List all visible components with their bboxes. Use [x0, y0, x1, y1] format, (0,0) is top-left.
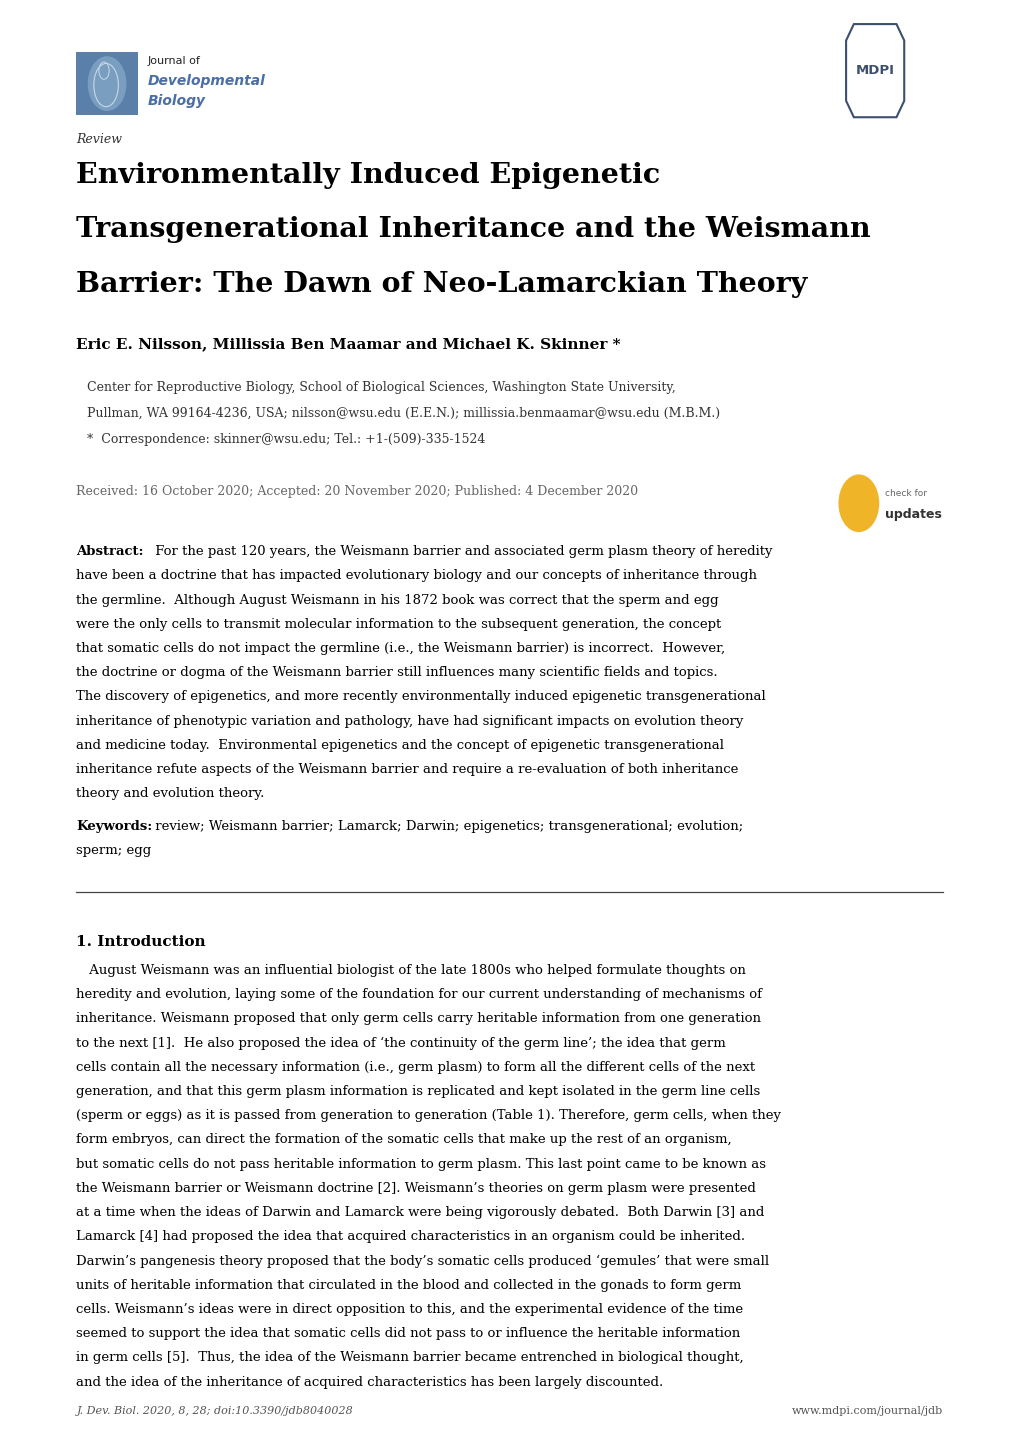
Text: in germ cells [5].  Thus, the idea of the Weismann barrier became entrenched in : in germ cells [5]. Thus, the idea of the…: [76, 1351, 744, 1364]
Text: generation, and that this germ plasm information is replicated and kept isolated: generation, and that this germ plasm inf…: [76, 1084, 760, 1097]
Text: that somatic cells do not impact the germline (i.e., the Weismann barrier) is in: that somatic cells do not impact the ger…: [76, 642, 725, 655]
Text: www.mdpi.com/journal/jdb: www.mdpi.com/journal/jdb: [792, 1406, 943, 1416]
Text: the germline.  Although August Weismann in his 1872 book was correct that the sp: the germline. Although August Weismann i…: [76, 594, 718, 607]
Text: Environmentally Induced Epigenetic: Environmentally Induced Epigenetic: [76, 162, 660, 189]
Text: ✔: ✔: [852, 496, 864, 510]
Text: inheritance of phenotypic variation and pathology, have had significant impacts : inheritance of phenotypic variation and …: [76, 715, 743, 728]
Text: theory and evolution theory.: theory and evolution theory.: [76, 787, 265, 800]
Text: heredity and evolution, laying some of the foundation for our current understand: heredity and evolution, laying some of t…: [76, 988, 762, 1001]
Text: the doctrine or dogma of the Weismann barrier still influences many scientific f: the doctrine or dogma of the Weismann ba…: [76, 666, 717, 679]
Text: to the next [1].  He also proposed the idea of ‘the continuity of the germ line’: to the next [1]. He also proposed the id…: [76, 1037, 726, 1050]
Text: were the only cells to transmit molecular information to the subsequent generati: were the only cells to transmit molecula…: [76, 617, 721, 630]
Text: have been a doctrine that has impacted evolutionary biology and our concepts of : have been a doctrine that has impacted e…: [76, 570, 757, 583]
Text: (sperm or eggs) as it is passed from generation to generation (Table 1). Therefo: (sperm or eggs) as it is passed from gen…: [76, 1109, 781, 1122]
Text: Developmental: Developmental: [148, 74, 266, 88]
Text: check for: check for: [884, 489, 926, 497]
Text: Biology: Biology: [148, 94, 206, 108]
Text: Pullman, WA 99164-4236, USA; nilsson@wsu.edu (E.E.N.); millissia.benmaamar@wsu.e: Pullman, WA 99164-4236, USA; nilsson@wsu…: [87, 407, 719, 420]
Text: seemed to support the idea that somatic cells did not pass to or influence the h: seemed to support the idea that somatic …: [76, 1327, 740, 1340]
Text: Center for Reproductive Biology, School of Biological Sciences, Washington State: Center for Reproductive Biology, School …: [87, 381, 675, 394]
Text: inheritance refute aspects of the Weismann barrier and require a re-evaluation o: inheritance refute aspects of the Weisma…: [76, 763, 738, 776]
Text: For the past 120 years, the Weismann barrier and associated germ plasm theory of: For the past 120 years, the Weismann bar…: [151, 545, 771, 558]
Text: the Weismann barrier or Weismann doctrine [2]. Weismann’s theories on germ plasm: the Weismann barrier or Weismann doctrin…: [76, 1182, 756, 1195]
Text: Barrier: The Dawn of Neo-Lamarckian Theory: Barrier: The Dawn of Neo-Lamarckian Theo…: [76, 271, 807, 298]
Text: Keywords:: Keywords:: [76, 820, 153, 833]
Text: and the idea of the inheritance of acquired characteristics has been largely dis: and the idea of the inheritance of acqui…: [76, 1376, 663, 1389]
Text: cells contain all the necessary information (i.e., germ plasm) to form all the d: cells contain all the necessary informat…: [76, 1061, 755, 1074]
Circle shape: [838, 474, 878, 532]
FancyBboxPatch shape: [76, 52, 138, 115]
Text: August Weismann was an influential biologist of the late 1800s who helped formul: August Weismann was an influential biolo…: [76, 963, 746, 976]
Text: at a time when the ideas of Darwin and Lamarck were being vigorously debated.  B: at a time when the ideas of Darwin and L…: [76, 1206, 764, 1218]
Text: updates: updates: [884, 508, 942, 521]
Circle shape: [88, 56, 126, 111]
Text: Darwin’s pangenesis theory proposed that the body’s somatic cells produced ‘gemu: Darwin’s pangenesis theory proposed that…: [76, 1255, 769, 1268]
Text: cells. Weismann’s ideas were in direct opposition to this, and the experimental : cells. Weismann’s ideas were in direct o…: [76, 1304, 743, 1317]
Text: Received: 16 October 2020; Accepted: 20 November 2020; Published: 4 December 202: Received: 16 October 2020; Accepted: 20 …: [76, 485, 638, 497]
Text: Transgenerational Inheritance and the Weismann: Transgenerational Inheritance and the We…: [76, 216, 870, 244]
Text: sperm; egg: sperm; egg: [76, 845, 152, 858]
Text: J. Dev. Biol. 2020, 8, 28; doi:10.3390/jdb8040028: J. Dev. Biol. 2020, 8, 28; doi:10.3390/j…: [76, 1406, 353, 1416]
Text: and medicine today.  Environmental epigenetics and the concept of epigenetic tra: and medicine today. Environmental epigen…: [76, 738, 723, 751]
Text: *  Correspondence: skinner@wsu.edu; Tel.: +1-(509)-335-1524: * Correspondence: skinner@wsu.edu; Tel.:…: [87, 433, 485, 446]
Text: inheritance. Weismann proposed that only germ cells carry heritable information : inheritance. Weismann proposed that only…: [76, 1012, 761, 1025]
Text: Eric E. Nilsson, Millissia Ben Maamar and Michael K. Skinner *: Eric E. Nilsson, Millissia Ben Maamar an…: [76, 337, 621, 352]
Text: but somatic cells do not pass heritable information to germ plasm. This last poi: but somatic cells do not pass heritable …: [76, 1158, 765, 1171]
Text: Abstract:: Abstract:: [76, 545, 144, 558]
Text: Journal of: Journal of: [148, 56, 201, 66]
Text: The discovery of epigenetics, and more recently environmentally induced epigenet: The discovery of epigenetics, and more r…: [76, 691, 765, 704]
Text: review; Weismann barrier; Lamarck; Darwin; epigenetics; transgenerational; evolu: review; Weismann barrier; Lamarck; Darwi…: [151, 820, 743, 833]
Text: form embryos, can direct the formation of the somatic cells that make up the res: form embryos, can direct the formation o…: [76, 1133, 732, 1146]
Text: MDPI: MDPI: [855, 63, 894, 78]
Text: units of heritable information that circulated in the blood and collected in the: units of heritable information that circ…: [76, 1279, 741, 1292]
Text: 1. Introduction: 1. Introduction: [76, 934, 206, 949]
Text: Review: Review: [76, 133, 122, 146]
Text: Lamarck [4] had proposed the idea that acquired characteristics in an organism c: Lamarck [4] had proposed the idea that a…: [76, 1230, 745, 1243]
